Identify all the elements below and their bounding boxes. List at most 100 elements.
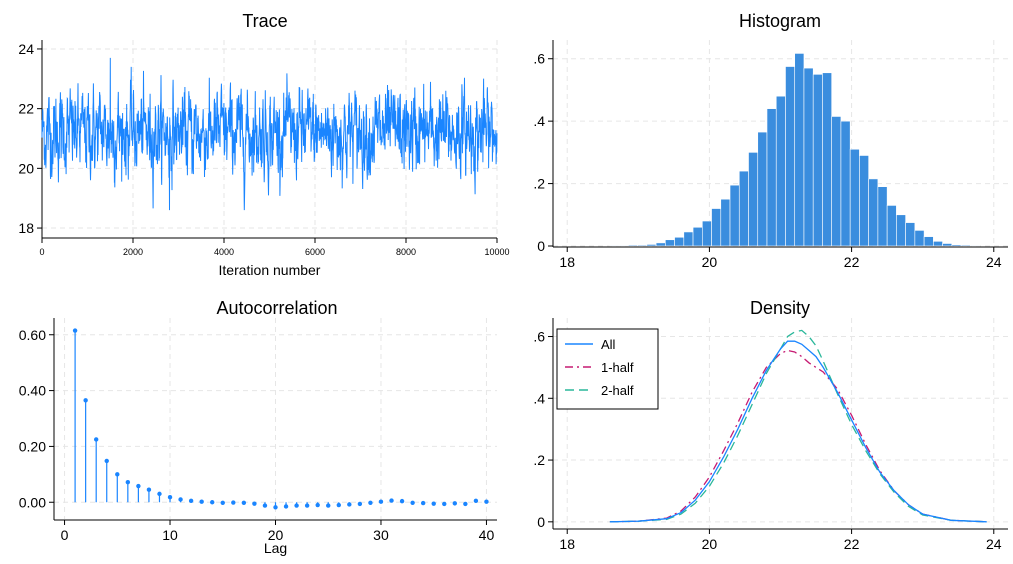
histogram-bar — [757, 131, 768, 247]
histogram-bar — [794, 53, 805, 247]
acf-point — [93, 437, 99, 442]
histogram-bar — [766, 108, 777, 247]
histogram-bar — [896, 214, 906, 247]
histogram-bar — [683, 231, 694, 247]
histogram-bar — [692, 226, 703, 247]
histogram-panel: Histogram 0 .2 .4 .6 18 20 22 24 — [533, 11, 1008, 270]
legend-label: All — [601, 337, 616, 352]
y-tick-label: .2 — [533, 452, 545, 468]
y-tick-label: 0.20 — [19, 438, 46, 454]
histogram-bar — [933, 241, 943, 247]
x-tick-label: 22 — [844, 254, 860, 270]
acf-point — [231, 500, 236, 505]
acf-point — [167, 495, 173, 500]
acf-point — [484, 499, 489, 504]
acf-point — [326, 503, 331, 508]
x-axis-label: Iteration number — [219, 262, 321, 278]
trace-series-line — [41, 57, 498, 211]
histogram-bar — [803, 67, 814, 247]
histogram-bar — [674, 236, 685, 247]
acf-point — [146, 487, 152, 492]
panel-title: Density — [750, 298, 810, 318]
acf-point — [410, 500, 415, 506]
trace-panel: Trace 18 20 22 24 0 2000 4000 6000 8000 10000 Itera… — [18, 11, 509, 278]
acf-point — [199, 499, 204, 504]
acf-point — [304, 503, 310, 508]
histogram-bar — [785, 66, 796, 247]
acf-point — [420, 500, 426, 506]
acf-point — [315, 502, 320, 508]
density-line-2-half — [609, 329, 987, 523]
x-tick-label: 10 — [162, 527, 178, 543]
x-tick-label: 24 — [986, 254, 1002, 270]
acf-point — [157, 491, 162, 497]
histogram-bar — [970, 245, 980, 247]
acf-point — [241, 500, 247, 506]
histogram-bar — [720, 198, 731, 247]
histogram-bar — [822, 72, 832, 247]
histogram-bar — [886, 205, 897, 247]
acf-point — [473, 498, 479, 504]
histogram-bar — [711, 208, 722, 247]
x-tick-label: 18 — [559, 536, 575, 552]
acf-point — [178, 497, 183, 502]
x-tick-label: 4000 — [214, 247, 234, 257]
x-tick-label: 18 — [559, 254, 575, 270]
histogram-bar — [665, 239, 675, 247]
y-tick-label: 0.60 — [19, 327, 46, 343]
histogram-bar — [877, 186, 888, 247]
histogram-bar — [812, 74, 823, 247]
histogram-bar — [729, 184, 740, 247]
x-tick-label: 20 — [702, 254, 718, 270]
acf-point — [210, 500, 215, 505]
acf-point — [357, 501, 363, 507]
density-legend: All 1-half 2-half — [556, 328, 659, 410]
acf-point — [389, 498, 394, 503]
histogram-bar — [655, 242, 666, 247]
acf-point — [104, 458, 109, 464]
acf-point — [294, 503, 299, 508]
histogram-bar — [942, 243, 953, 247]
histogram-bar — [859, 155, 869, 247]
acf-point — [442, 501, 447, 507]
x-tick-label: 24 — [986, 536, 1002, 552]
acf-point — [115, 472, 120, 477]
autocorrelation-panel: Autocorrelation 0.00 0.20 0.40 0.60 0 10 20 30 40… — [19, 298, 497, 556]
x-tick-label: 6000 — [305, 247, 325, 257]
acf-point — [273, 505, 278, 510]
histogram-bar — [609, 245, 620, 247]
x-tick-label: 0 — [61, 527, 69, 543]
histogram-bar — [775, 95, 786, 247]
y-tick-label: 24 — [18, 41, 34, 57]
y-tick-label: .2 — [533, 176, 545, 192]
histogram-bar — [905, 222, 916, 247]
histogram-bar — [831, 116, 842, 247]
x-tick-label: 10000 — [484, 247, 509, 257]
acf-point — [262, 503, 268, 508]
histogram-bar — [914, 230, 925, 247]
y-tick-label: 18 — [18, 220, 34, 236]
y-tick-label: 0.40 — [19, 383, 46, 399]
acf-point — [125, 479, 131, 485]
acf-point — [368, 500, 373, 506]
legend-label: 1-half — [601, 360, 634, 375]
y-tick-label: 22 — [18, 101, 34, 117]
x-tick-label: 20 — [268, 527, 284, 543]
histogram-bar — [748, 152, 759, 247]
histogram-bar — [628, 244, 638, 247]
y-tick-label: 20 — [18, 160, 34, 176]
histogram-bar — [960, 244, 971, 247]
panel-title: Histogram — [739, 11, 821, 31]
x-tick-label: 20 — [702, 536, 718, 552]
acf-point — [136, 483, 141, 489]
histogram-bar — [618, 245, 629, 247]
histogram-bar — [868, 178, 879, 247]
y-tick-label: .6 — [533, 329, 545, 345]
acf-point — [72, 328, 78, 333]
acf-point — [399, 498, 405, 504]
x-tick-label: 30 — [373, 527, 389, 543]
x-axis-label: Lag — [264, 540, 287, 556]
acf-point — [252, 501, 257, 506]
x-tick-label: 8000 — [396, 247, 416, 257]
